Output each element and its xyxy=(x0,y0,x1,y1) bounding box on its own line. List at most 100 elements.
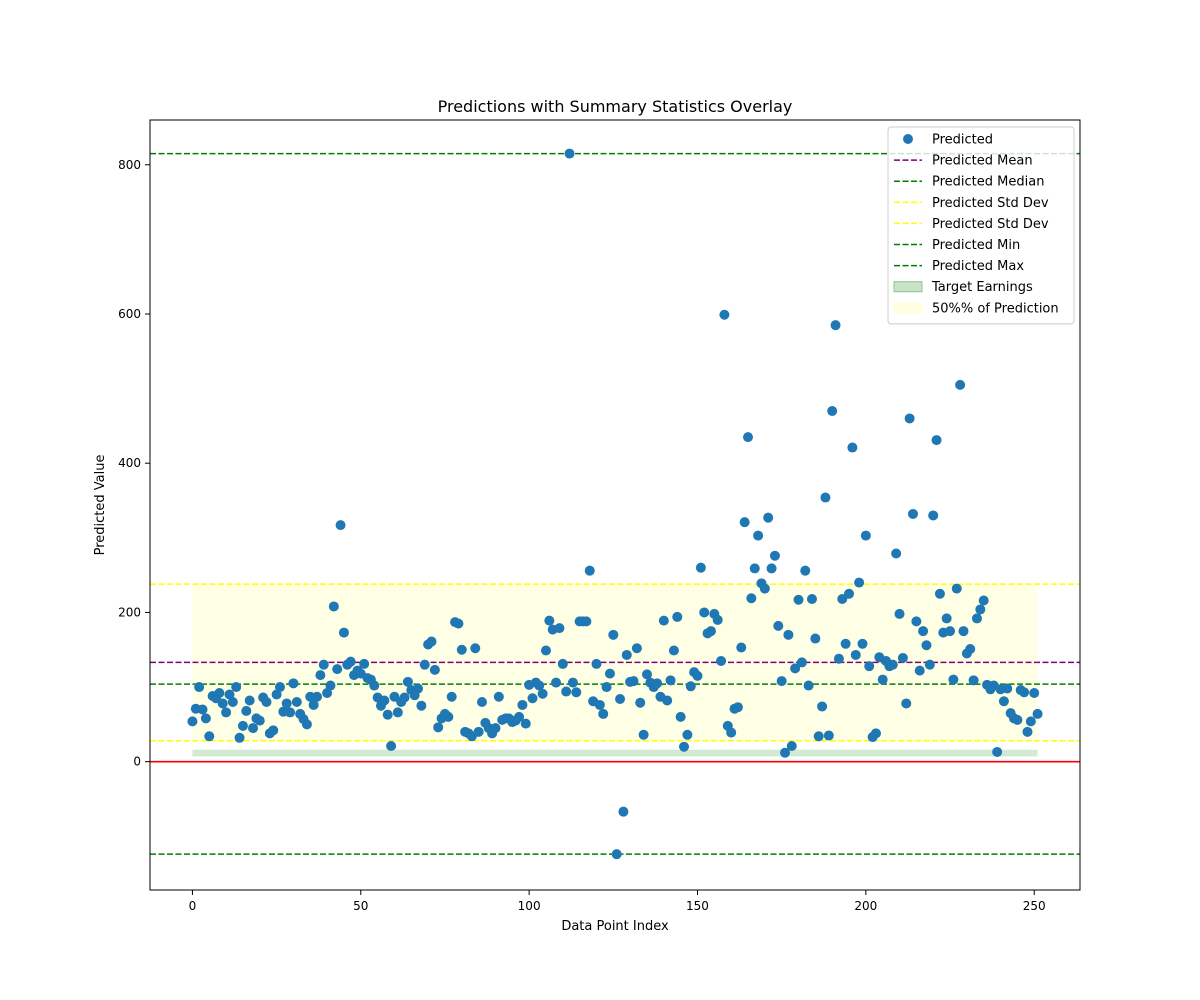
legend-box xyxy=(887,126,1075,325)
data-point xyxy=(473,726,484,737)
data-point xyxy=(934,588,945,599)
data-point xyxy=(369,680,380,691)
data-point xyxy=(551,677,562,688)
x-axis: 0 50 100 150 200 250 xyxy=(189,890,1046,913)
data-point xyxy=(837,594,848,605)
data-point xyxy=(668,645,679,656)
data-point xyxy=(537,688,548,699)
data-point xyxy=(274,682,285,693)
data-point xyxy=(685,681,696,692)
data-point xyxy=(847,442,858,453)
data-point xyxy=(399,692,410,703)
data-point xyxy=(328,601,339,612)
data-point xyxy=(601,682,612,693)
data-point xyxy=(918,626,929,637)
data-point xyxy=(285,707,296,718)
data-point xyxy=(281,698,292,709)
data-point xyxy=(800,565,811,576)
legend-label: Predicted Mean xyxy=(932,154,1033,169)
data-point xyxy=(793,594,804,605)
data-point xyxy=(187,716,198,727)
data-point xyxy=(739,517,750,528)
data-point xyxy=(840,638,851,649)
data-point xyxy=(291,696,302,707)
data-point xyxy=(776,676,787,687)
data-point xyxy=(433,722,444,733)
data-point xyxy=(386,740,397,751)
data-point xyxy=(672,611,683,622)
data-point xyxy=(194,682,205,693)
data-point xyxy=(224,689,235,700)
data-point xyxy=(870,728,881,739)
data-point xyxy=(456,644,467,655)
data-point xyxy=(1029,688,1040,699)
data-point xyxy=(699,607,710,618)
data-point xyxy=(234,732,245,743)
data-point xyxy=(315,670,326,681)
data-point xyxy=(402,676,413,687)
data-point xyxy=(850,649,861,660)
x-tick-label: 250 xyxy=(1023,899,1046,913)
data-point xyxy=(695,562,706,573)
data-point xyxy=(594,699,605,710)
data-point xyxy=(914,665,925,676)
data-point xyxy=(591,658,602,669)
legend-label: Target Earnings xyxy=(931,280,1033,295)
data-point xyxy=(429,664,440,675)
data-point xyxy=(726,727,737,738)
data-point xyxy=(308,699,319,710)
data-point xyxy=(584,565,595,576)
data-point xyxy=(312,691,323,702)
legend-label: Predicted Min xyxy=(932,238,1020,253)
data-point xyxy=(719,309,730,320)
data-point xyxy=(200,713,211,724)
data-point xyxy=(796,657,807,668)
chart-title: Predictions with Summary Statistics Over… xyxy=(438,97,793,116)
points-layer xyxy=(187,148,1043,860)
data-point xyxy=(844,588,855,599)
data-point xyxy=(288,678,299,689)
data-point xyxy=(1032,708,1043,719)
data-point xyxy=(581,616,592,627)
data-point xyxy=(712,614,723,625)
data-point xyxy=(945,626,956,637)
data-point xyxy=(598,708,609,719)
data-point xyxy=(231,682,242,693)
data-point xyxy=(638,729,649,740)
data-point xyxy=(446,691,457,702)
data-point xyxy=(1002,683,1013,694)
legend-marker xyxy=(903,134,913,144)
data-point xyxy=(692,670,703,681)
data-point xyxy=(736,642,747,653)
data-point xyxy=(392,707,403,718)
data-point xyxy=(823,730,834,741)
data-point xyxy=(514,711,525,722)
data-point xyxy=(615,693,626,704)
y-tick-label: 200 xyxy=(118,605,141,619)
plot-frame xyxy=(149,119,1081,891)
data-point xyxy=(197,704,208,715)
data-point xyxy=(476,696,487,707)
data-point xyxy=(766,563,777,574)
data-point xyxy=(1019,687,1030,698)
data-point xyxy=(214,688,225,699)
data-point xyxy=(732,702,743,713)
data-point xyxy=(419,659,430,670)
legend-label: Predicted xyxy=(932,133,993,148)
y-tick-label: 0 xyxy=(133,755,141,769)
y-axis: 0 200 400 600 800 xyxy=(118,158,150,769)
data-point xyxy=(897,652,908,663)
data-point xyxy=(716,655,727,666)
data-point xyxy=(554,623,565,634)
x-tick-label: 50 xyxy=(353,899,368,913)
data-point xyxy=(254,715,265,726)
data-point xyxy=(749,563,760,574)
data-point xyxy=(338,627,349,638)
x-axis-label: Data Point Index xyxy=(561,919,669,934)
data-point xyxy=(901,698,912,709)
data-point xyxy=(567,677,578,688)
y-axis-label: Predicted Value xyxy=(93,455,108,556)
hlines-layer xyxy=(150,152,1080,855)
data-point xyxy=(928,510,939,521)
data-point xyxy=(992,746,1003,757)
